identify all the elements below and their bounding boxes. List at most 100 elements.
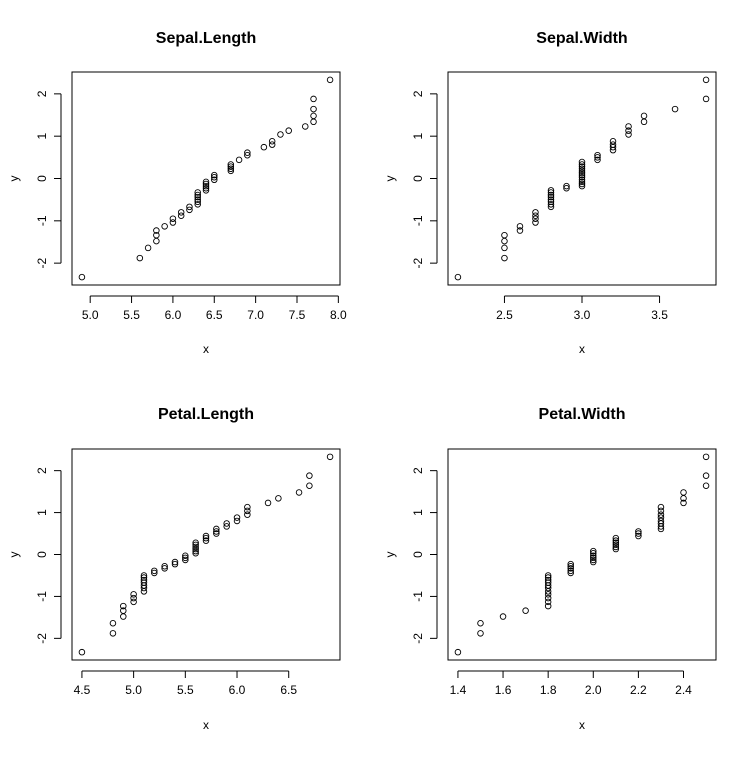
y-tick-label: -2 bbox=[35, 257, 49, 268]
data-point bbox=[275, 495, 282, 502]
x-tick-label: 2.5 bbox=[496, 308, 513, 322]
data-point bbox=[233, 514, 241, 521]
y-tick-label: -2 bbox=[411, 257, 425, 268]
data-point bbox=[161, 562, 168, 570]
data-point bbox=[680, 489, 687, 496]
data-point bbox=[544, 591, 552, 598]
data-point bbox=[567, 567, 574, 575]
data-point bbox=[169, 219, 177, 226]
x-tick-label: 6.5 bbox=[206, 308, 223, 322]
data-point bbox=[657, 503, 665, 511]
data-point bbox=[194, 198, 201, 206]
data-point bbox=[702, 453, 710, 461]
x-tick-label: 5.0 bbox=[125, 683, 142, 697]
x-axis-label: x bbox=[203, 342, 209, 356]
y-tick-label: 1 bbox=[35, 509, 49, 516]
y-tick-label: -1 bbox=[35, 215, 49, 226]
data-point bbox=[260, 143, 268, 151]
data-point bbox=[130, 591, 137, 598]
data-point bbox=[244, 149, 251, 156]
data-point bbox=[640, 118, 648, 126]
data-point bbox=[169, 215, 177, 222]
data-point bbox=[177, 212, 185, 219]
data-point bbox=[590, 549, 597, 557]
y-axis-label: y bbox=[383, 176, 397, 182]
data-point bbox=[213, 530, 220, 537]
data-point bbox=[171, 560, 179, 568]
panel-sepal-length: Sepal.Length 5.0 5.5 6.0 6.5 7.0 7.5 8.0 -2 -1 0 1 2… bbox=[7, 30, 347, 356]
data-point bbox=[211, 171, 218, 179]
x-tick-label: 5.5 bbox=[177, 683, 194, 697]
data-point bbox=[186, 206, 193, 214]
data-point bbox=[140, 576, 148, 584]
data-point bbox=[612, 543, 620, 551]
data-point bbox=[567, 560, 574, 568]
data-point bbox=[227, 167, 235, 175]
data-point bbox=[326, 453, 334, 461]
data-point bbox=[547, 196, 555, 203]
data-point bbox=[590, 547, 597, 555]
data-point bbox=[213, 528, 220, 535]
data-point bbox=[567, 562, 574, 570]
data-point bbox=[590, 558, 597, 566]
data-point bbox=[194, 191, 201, 199]
x-tick-label: 1.6 bbox=[495, 683, 512, 697]
data-point bbox=[223, 520, 230, 527]
data-point bbox=[227, 163, 235, 170]
data-point bbox=[227, 161, 235, 168]
data-point bbox=[680, 499, 687, 507]
data-point bbox=[702, 95, 710, 103]
data-point bbox=[268, 141, 276, 148]
data-point bbox=[477, 630, 484, 637]
data-point bbox=[578, 163, 586, 170]
data-point bbox=[609, 138, 617, 145]
x-axis-label: x bbox=[579, 342, 585, 356]
data-point bbox=[544, 598, 552, 606]
x-tick-label: 7.0 bbox=[247, 308, 264, 322]
plot-frame bbox=[447, 71, 717, 286]
data-point bbox=[612, 537, 620, 544]
y-tick-label: 0 bbox=[411, 175, 425, 182]
data-point bbox=[477, 620, 484, 627]
data-point bbox=[120, 602, 127, 610]
data-point bbox=[194, 196, 201, 203]
panel-petal-length: Petal.Length 4.5 5.0 5.5 6.0 6.5 -2 -1 0 1 2 x y bbox=[7, 406, 341, 732]
y-tick-label: 0 bbox=[35, 175, 49, 182]
data-point bbox=[213, 525, 220, 533]
data-point bbox=[151, 569, 158, 577]
data-point bbox=[578, 165, 586, 173]
x-tick-label: 7.5 bbox=[289, 308, 306, 322]
data-point bbox=[625, 127, 632, 134]
data-point bbox=[192, 541, 199, 549]
panel-title: Petal.Width bbox=[539, 406, 626, 423]
data-point bbox=[590, 556, 597, 564]
data-point bbox=[563, 184, 570, 192]
data-point bbox=[532, 212, 539, 219]
data-point bbox=[202, 187, 210, 194]
data-point bbox=[285, 127, 292, 134]
data-point bbox=[192, 549, 199, 557]
data-point bbox=[594, 156, 601, 164]
data-point bbox=[590, 554, 597, 562]
data-point bbox=[310, 105, 317, 113]
y-tick-label: 0 bbox=[411, 551, 425, 558]
data-point bbox=[612, 539, 620, 547]
y-tick-label: -1 bbox=[411, 591, 425, 602]
data-point bbox=[501, 231, 508, 239]
data-point bbox=[120, 607, 127, 614]
data-point bbox=[244, 511, 251, 518]
data-point bbox=[612, 534, 620, 542]
data-point bbox=[295, 489, 303, 496]
data-point bbox=[547, 203, 555, 211]
data-point bbox=[194, 189, 201, 196]
data-point bbox=[702, 76, 710, 84]
x-tick-label: 3.0 bbox=[574, 308, 591, 322]
data-point bbox=[153, 227, 160, 234]
panel-sepal-width: Sepal.Width 2.5 3.0 3.5 -2 -1 0 1 2 x y bbox=[383, 30, 717, 356]
data-point bbox=[516, 223, 524, 230]
data-point bbox=[578, 171, 586, 179]
data-point bbox=[130, 594, 137, 602]
data-point bbox=[120, 613, 127, 620]
y-tick-label: 2 bbox=[35, 467, 49, 474]
x-axis-label: x bbox=[203, 718, 209, 732]
